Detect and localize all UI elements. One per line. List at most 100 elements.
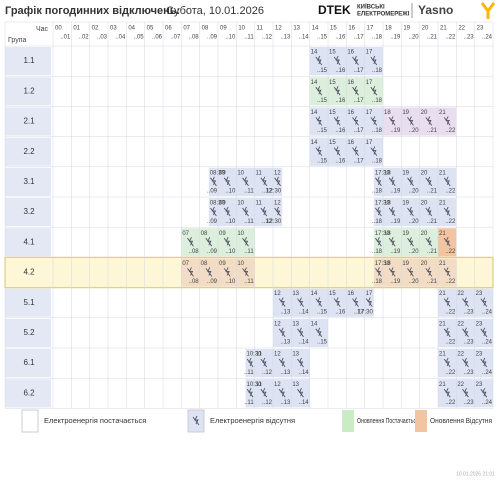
col-to: ..07 [170, 35, 181, 41]
cell-from: 08:30 [210, 201, 226, 207]
off-icon [443, 176, 451, 187]
col-to: ..06 [152, 35, 163, 41]
cell-from: 17:30 [375, 170, 391, 176]
cell-to: ..18 [372, 219, 383, 225]
cell-from: 18 [384, 170, 391, 176]
cell-from: 22 [457, 291, 464, 297]
col-to: ..20 [409, 35, 420, 41]
cell-from: 10 [237, 170, 244, 176]
off-icon [297, 327, 304, 338]
off-icon [297, 297, 304, 307]
cell-to: ..16 [335, 128, 346, 134]
cell-to: ..08 [189, 279, 200, 285]
col-to: ..23 [464, 35, 475, 41]
group-name: 5.2 [23, 328, 35, 337]
col-to: ..22 [445, 35, 456, 41]
col-from: 14 [312, 26, 319, 32]
cell-from: 17:30 [375, 231, 391, 237]
cell-from: 17 [366, 140, 373, 146]
col-from: 09 [220, 26, 227, 32]
off-icon [407, 236, 414, 247]
cell-to: ..11 [244, 249, 254, 255]
col-to: ..12 [262, 35, 273, 41]
group-cell [5, 77, 51, 106]
group-name: 6.1 [23, 358, 35, 367]
cell-to: ..19 [390, 189, 401, 195]
cell-to: ..17 [354, 309, 365, 315]
off-icon [260, 357, 268, 368]
off-icon [187, 236, 194, 247]
outage [245, 379, 310, 408]
off-icon [274, 176, 281, 187]
group-cell [5, 47, 51, 76]
col-from: 20 [422, 26, 429, 32]
off-icon [352, 85, 359, 96]
off-icon [443, 357, 451, 368]
cell-to: ..16 [335, 158, 346, 164]
cell-from: 21 [439, 291, 446, 297]
cell-to: ..11 [244, 189, 254, 195]
cell-to: ..18 [372, 68, 383, 74]
cell-to: ..20 [409, 219, 420, 225]
cell-to: ..12 [262, 370, 273, 376]
cell-from: 21 [439, 321, 446, 327]
cell-from: 17:30 [375, 261, 391, 267]
cell-to: ..23 [464, 370, 475, 376]
off-icon [407, 176, 414, 187]
cell-from: 15 [329, 110, 336, 116]
cell-to: ..15 [317, 309, 328, 315]
cell-from: 18 [384, 201, 391, 207]
cell-to: ..15 [317, 68, 328, 74]
col-from: 04 [128, 26, 135, 32]
cell-to: ..19 [390, 249, 401, 255]
off-icon [443, 267, 451, 277]
cell-to: ..09 [207, 219, 218, 225]
cell-to: ..24 [482, 370, 493, 376]
cell-to: ..09 [207, 279, 218, 285]
cell-to: ..24 [482, 309, 493, 315]
off-icon [443, 387, 451, 398]
group-name: 2.2 [23, 147, 35, 156]
col-to: ..15 [317, 35, 328, 41]
group-cell [5, 198, 51, 227]
cell-to: ..19 [390, 128, 401, 134]
col-from: 01 [73, 26, 80, 32]
cell-to: ..24 [482, 400, 493, 406]
off-icon [375, 267, 382, 277]
group-name: 4.2 [23, 268, 35, 277]
off-icon [425, 206, 433, 217]
brand: DTEK [318, 3, 351, 17]
off-icon [278, 327, 286, 338]
cell-to: ..15 [317, 340, 328, 346]
cell-from: 21 [439, 170, 446, 176]
off-icon [260, 176, 268, 187]
cell-to: ..18 [372, 249, 383, 255]
off-icon [297, 387, 304, 398]
cell-from: 12 [274, 321, 281, 327]
cell-from: 12 [274, 382, 281, 388]
group-cell [5, 379, 51, 408]
cell-from: 23 [476, 352, 483, 358]
off-icon [425, 116, 433, 126]
off-icon [388, 267, 396, 277]
off-icon [352, 55, 359, 66]
cell-to: ..23 [464, 340, 475, 346]
off-icon [297, 357, 304, 368]
cell-to: ..22 [445, 309, 456, 315]
off-icon [187, 267, 194, 277]
cell-from: 12 [274, 201, 281, 207]
cell-from: 11 [256, 201, 263, 207]
off-icon [370, 55, 378, 66]
outage [373, 167, 457, 196]
off-icon [333, 116, 341, 126]
off-icon [246, 387, 254, 398]
title: Графік погодинних відключень: [5, 5, 180, 17]
col-from: 10 [238, 26, 245, 32]
cell-to: ..22 [445, 400, 456, 406]
cell-to: ..24 [482, 340, 493, 346]
group-cell [5, 137, 51, 166]
cell-from: 20 [421, 201, 428, 207]
off-icon [242, 206, 249, 217]
col-from: 15 [330, 26, 337, 32]
